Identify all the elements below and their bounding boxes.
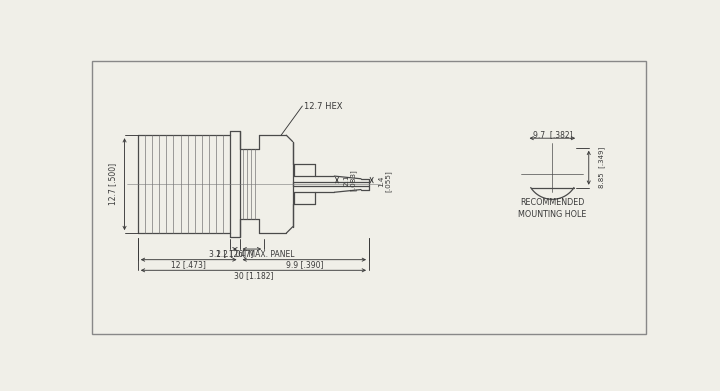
Text: 1.4: 1.4 xyxy=(378,176,384,187)
Text: 30 [1.182]: 30 [1.182] xyxy=(234,271,273,280)
Text: 2.1: 2.1 xyxy=(343,174,349,186)
Text: 12.7 [.500]: 12.7 [.500] xyxy=(108,163,117,205)
Text: [.083]: [.083] xyxy=(350,169,356,191)
Text: [.055]: [.055] xyxy=(384,170,391,192)
Text: 12.7 HEX: 12.7 HEX xyxy=(304,102,343,111)
Text: RECOMMENDED
MOUNTING HOLE: RECOMMENDED MOUNTING HOLE xyxy=(518,198,587,219)
Text: 1.2 [.047]: 1.2 [.047] xyxy=(216,249,253,258)
Text: 9.7  [.382]: 9.7 [.382] xyxy=(533,130,572,139)
Text: 3.2 [.126] MAX. PANEL: 3.2 [.126] MAX. PANEL xyxy=(209,249,294,258)
Text: 8.85  [.349]: 8.85 [.349] xyxy=(598,147,606,188)
Text: 12 [.473]: 12 [.473] xyxy=(171,260,206,269)
Text: 9.9 [.390]: 9.9 [.390] xyxy=(286,260,323,269)
